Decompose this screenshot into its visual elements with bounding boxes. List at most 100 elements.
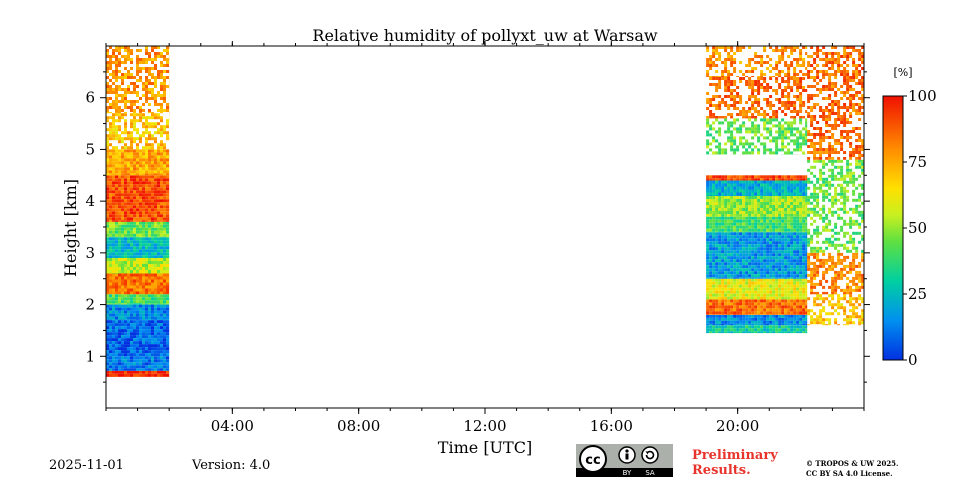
heatmap-cell xyxy=(709,124,713,128)
heatmap-cell xyxy=(163,341,166,345)
heatmap-cell xyxy=(718,58,722,61)
heatmap-cell xyxy=(796,145,800,149)
heatmap-cell xyxy=(754,299,758,303)
heatmap-cell xyxy=(157,52,160,55)
heatmap-cell xyxy=(757,55,761,58)
heatmap-cell xyxy=(139,208,142,212)
heatmap-cell xyxy=(106,319,109,321)
heatmap-cell xyxy=(727,271,731,275)
heatmap-cell xyxy=(769,214,773,217)
heatmap-cell xyxy=(724,278,728,282)
heatmap-cell xyxy=(124,297,127,301)
heatmap-cell xyxy=(736,145,740,149)
heatmap-cell xyxy=(133,368,136,371)
heatmap-cell xyxy=(796,262,800,266)
heatmap-cell xyxy=(793,311,797,315)
heatmap-cell xyxy=(106,282,109,286)
heatmap-cell xyxy=(136,178,139,182)
heatmap-cell xyxy=(855,312,859,316)
heatmap-cell xyxy=(160,276,163,280)
heatmap-cell xyxy=(715,46,719,49)
heatmap-cell xyxy=(802,302,806,306)
heatmap-cell xyxy=(724,216,728,220)
heatmap-cell xyxy=(799,205,803,208)
heatmap-cell xyxy=(736,76,740,77)
heatmap-cell xyxy=(136,167,139,171)
heatmap-cell xyxy=(166,356,169,360)
heatmap-cell xyxy=(739,314,743,315)
heatmap-cell xyxy=(157,350,160,354)
heatmap-cell xyxy=(748,186,752,190)
heatmap-cell xyxy=(148,341,151,345)
heatmap-cell xyxy=(751,314,755,318)
heatmap-cell xyxy=(751,311,755,315)
heatmap-cell xyxy=(736,196,740,199)
heatmap-cell xyxy=(772,175,776,179)
heatmap-cell xyxy=(157,116,160,120)
heatmap-cell xyxy=(142,347,145,351)
heatmap-cell xyxy=(124,270,127,273)
heatmap-cell xyxy=(778,328,782,332)
heatmap-cell xyxy=(805,308,808,312)
heatmap-cell xyxy=(139,326,142,330)
heatmap-cell xyxy=(781,262,785,266)
heatmap-cell xyxy=(837,294,841,298)
heatmap-cell xyxy=(706,244,710,248)
heatmap-cell xyxy=(727,211,731,214)
heatmap-cell xyxy=(106,255,109,258)
heatmap-cell xyxy=(121,196,124,200)
heatmap-cell xyxy=(730,192,734,196)
heatmap-cell xyxy=(121,116,124,120)
heatmap-cell xyxy=(751,320,755,324)
heatmap-cell xyxy=(142,300,145,304)
heatmap-cell xyxy=(721,296,725,300)
heatmap-cell xyxy=(730,317,734,321)
heatmap-cell xyxy=(136,255,139,258)
heatmap-cell xyxy=(763,118,767,122)
heatmap-cell xyxy=(112,291,115,295)
heatmap-cell xyxy=(790,328,794,332)
heatmap-cell xyxy=(712,208,716,211)
heatmap-cell xyxy=(793,142,797,146)
heatmap-cell xyxy=(730,241,734,245)
heatmap-cell xyxy=(136,61,139,64)
heatmap-cell xyxy=(136,243,139,247)
heatmap-cell xyxy=(793,67,797,70)
heatmap-cell xyxy=(166,202,169,206)
heatmap-cell xyxy=(757,274,761,278)
heatmap-cell xyxy=(796,73,800,76)
heatmap-cell xyxy=(813,303,817,307)
heatmap-cell xyxy=(733,311,737,315)
heatmap-cell xyxy=(145,116,148,120)
heatmap-cell xyxy=(115,187,118,191)
heatmap-cell xyxy=(124,243,127,247)
heatmap-cell xyxy=(787,320,791,324)
heatmap-cell xyxy=(163,368,166,371)
heatmap-cell xyxy=(799,296,803,300)
heatmap-cell xyxy=(121,131,124,135)
heatmap-cell xyxy=(139,58,142,61)
heatmap-cell xyxy=(784,136,788,140)
heatmap-cell xyxy=(751,247,755,251)
heatmap-cell xyxy=(769,107,773,110)
heatmap-cell xyxy=(142,353,145,357)
heatmap-cell xyxy=(742,180,746,184)
heatmap-cell xyxy=(751,314,755,315)
heatmap-cell xyxy=(724,320,728,324)
heatmap-cell xyxy=(724,151,728,155)
heatmap-cell xyxy=(130,119,133,123)
heatmap-cell xyxy=(163,155,166,159)
heatmap-cell xyxy=(106,297,109,301)
heatmap-cell xyxy=(148,164,151,168)
heatmap-cell xyxy=(757,277,761,279)
heatmap-cell xyxy=(766,186,770,190)
heatmap-cell xyxy=(160,252,163,256)
heatmap-cell xyxy=(130,211,133,215)
heatmap-cell xyxy=(715,104,719,107)
heatmap-cell xyxy=(166,297,169,301)
heatmap-cell xyxy=(115,193,118,197)
heatmap-cell xyxy=(115,214,118,218)
heatmap-cell xyxy=(115,304,118,308)
heatmap-cell xyxy=(730,256,734,260)
heatmap-cell xyxy=(709,262,713,266)
